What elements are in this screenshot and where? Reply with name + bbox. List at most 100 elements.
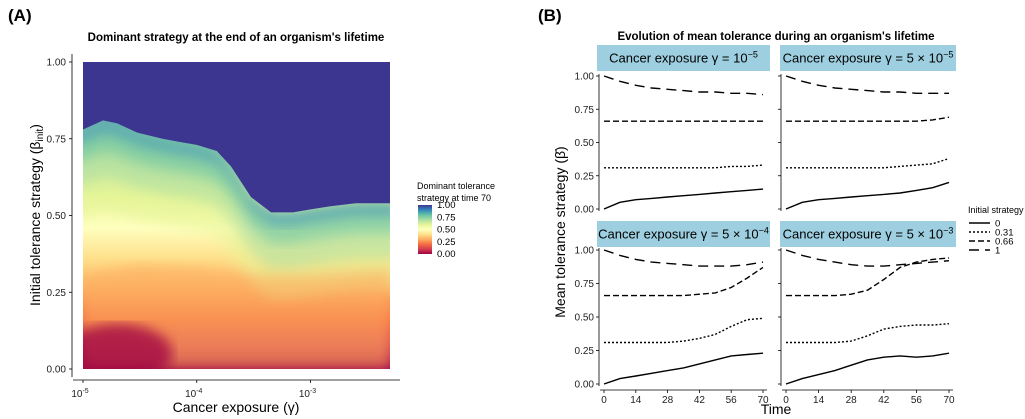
panel-a-y-title: Initial tolerance strategy (βinit) [27,124,46,306]
facet-y-tick-label: 0.75 [575,279,595,290]
series-line-0 [603,352,764,385]
panel-a-title: Dominant strategy at the end of an organ… [88,32,385,44]
facet-strip-text: Cancer exposure γ = 5 × 10 [598,227,758,242]
line-legend-title: Initial strategy [968,205,1024,215]
facet-strip-exponent: −5 [943,50,953,60]
legend-label-0: 0 [995,219,1000,230]
facet-strip-exponent: −3 [943,226,953,236]
facet-strip [780,45,956,71]
facet-strip-text: Cancer exposure γ = 5 × 10 [783,51,943,66]
panel-a-y-title-sub: init [35,128,46,141]
facet-strip-exponent: −5 [748,50,758,60]
colorbar-break-label: 0.00 [437,249,456,260]
facet-x-tick-label: 42 [694,395,706,406]
facet-x-tick-label: 28 [846,395,858,406]
facet-panels: Cancer exposure γ = 10−50.000.250.500.75… [575,45,956,406]
panel-b-x-title: Time [761,401,792,417]
legend-label-0.66: 0.66 [995,237,1014,248]
colorbar-gradient [418,205,432,254]
legend-label-0.31: 0.31 [995,228,1014,239]
facet-y-tick-label: 1.00 [575,72,595,83]
facet-strip [780,221,956,247]
panel-a-x-title-text: Cancer exposure (γ) [173,399,300,415]
facet-y-tick-label: 0.50 [575,313,595,324]
panel-a-y-title-close: ) [27,124,43,129]
colorbar-title-line2: strategy at time 70 [417,193,491,203]
series-line-1 [603,75,764,96]
facet-y-tick-label: 0.50 [575,138,595,149]
colorbar-break-label: 1.00 [437,200,456,211]
panel-b-y-title: Mean tolerance strategy (β̄) [552,146,568,317]
facet-strip-text: Cancer exposure γ = 5 × 10 [783,227,943,242]
series-line-0 [785,181,950,210]
panel-a-y-tick-label: 0.75 [47,134,67,145]
panel-a-x-tick-exponent: -3 [310,388,316,395]
series-line-1 [785,249,950,267]
series-line-0.66 [786,257,950,297]
panel-a-x-tick-exponent: -5 [82,388,88,395]
legend-label-1: 1 [995,246,1000,257]
facet-y-tick-label: 1.00 [575,246,595,257]
series-line-1 [603,249,764,267]
facet-3: Cancer exposure γ = 5 × 10−4 0.00 0.25 0.50… [575,221,770,406]
facet-y-tick-label: 0.00 [575,380,595,391]
panel-a-y-tick-label: 0.50 [47,211,67,222]
series-line-0.66 [604,266,764,297]
facet-2: Cancer exposure γ = 5 × 10−5 [778,45,956,211]
facet-strip-text: Cancer exposure γ = 10 [609,51,747,66]
facet-x-tick-label: 14 [813,395,825,406]
facet-x-tick-label: 70 [943,395,955,406]
colorbar: Dominant tolerance strategy at time 70 1… [417,181,495,260]
facet-y-tick-label: 0.00 [575,205,595,216]
panel-a-y-tick-label: 0.25 [47,288,67,299]
panel-b-letter: (B) [538,6,562,25]
facet-strip-exponent: −4 [759,226,769,236]
facet-strip [597,221,770,247]
facet-x-tick-label: 0 [783,395,789,406]
facet-1: Cancer exposure γ = 10−5 0.00 0.25 0.50 0.75… [575,45,770,216]
panel-a-y-tick-label: 1.00 [47,58,67,69]
colorbar-break-label: 0.25 [437,237,456,248]
facet-y-tick-label: 0.75 [575,105,595,116]
series-line-1 [785,75,949,94]
facet-x-tick-label: 56 [911,395,923,406]
heatmap-top-region [83,62,390,213]
panel-a-letter: (A) [8,6,32,25]
facet-x-tick-label: 14 [630,395,642,406]
panel-a-x-tick-label: 10-5 [71,388,88,400]
facet-strip-label: Cancer exposure γ = 5 × 10−4 [598,226,769,242]
series-line-0.31 [604,317,764,344]
series-line-0.31 [786,157,950,169]
series-line-0.66 [786,116,950,122]
heatmap-plot-area [83,62,390,369]
colorbar-break-label: 0.50 [437,225,456,236]
heatmap-dark-red-zone [83,323,173,369]
panel-a-y-title-text: Initial tolerance strategy (β [27,142,43,306]
series-line-0 [603,188,764,210]
panel-a-y-tick-label: 0.00 [47,365,67,376]
series-line-0.31 [786,323,950,344]
facet-x-tick-label: 70 [757,395,769,406]
colorbar-break-label: 0.75 [437,212,456,223]
facet-x-tick-label: 42 [878,395,890,406]
facet-strip [597,45,770,71]
panel-a-x-tick-label: 10-3 [299,388,316,400]
facet-x-tick-label: 56 [726,395,738,406]
facet-strip-label: Cancer exposure γ = 10−5 [609,50,758,66]
facet-x-tick-label: 0 [601,395,607,406]
panel-a-x-tick-exponent: -4 [196,388,202,395]
line-legend: Initial strategy 00.310.661 [968,205,1024,257]
colorbar-title-line1: Dominant tolerance [417,181,495,191]
facet-y-tick-label: 0.25 [575,346,595,357]
facet-x-tick-label: 28 [662,395,674,406]
series-line-0.31 [604,164,764,169]
facet-4: Cancer exposure γ = 5 × 10−3 0 14 28 42 56 70 [778,221,956,406]
panel-a-x-title: Cancer exposure (γ) [173,399,300,415]
facet-strip-label: Cancer exposure γ = 5 × 10−3 [783,226,954,242]
series-line-0 [785,352,950,385]
facet-strip-label: Cancer exposure γ = 5 × 10−5 [783,50,954,66]
facet-y-tick-label: 0.25 [575,171,595,182]
heatmap-transition-band [83,120,390,225]
